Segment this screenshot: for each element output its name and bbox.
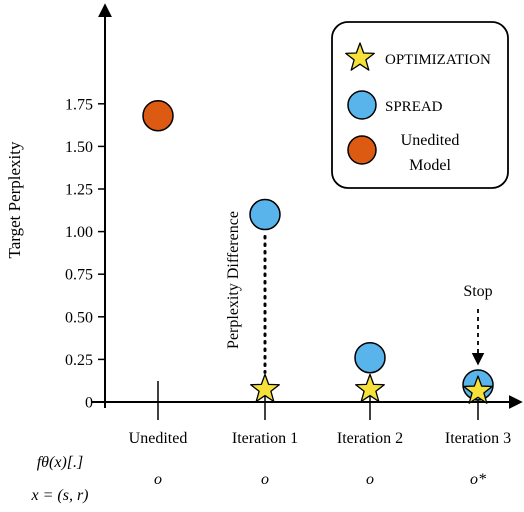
point-unedited-model-0	[142, 99, 174, 132]
y-tick-label-7: 1.75	[65, 96, 93, 113]
output-label-0: o	[154, 471, 162, 488]
y-tick-label-0: 0	[85, 395, 93, 412]
x-tick-label-2: Iteration 2	[337, 430, 403, 447]
legend-label-2-line1: Unedited	[401, 132, 460, 149]
x-tick-label-1: Iteration 1	[232, 430, 298, 447]
x-tick-label-0: Unedited	[129, 430, 188, 447]
y-tick-label-5: 1.25	[65, 182, 93, 199]
legend-marker-2	[347, 135, 377, 165]
point-optimization-1	[250, 373, 280, 403]
legend-label-2-line2: Model	[409, 157, 451, 174]
point-spread-1	[249, 198, 281, 231]
y-tick-label-3: 0.75	[65, 267, 93, 284]
legend-marker-0	[345, 42, 375, 71]
output-label-3: o*	[470, 471, 486, 488]
x-ticks	[157, 381, 479, 420]
y-tick-label-6: 1.50	[65, 139, 93, 156]
input-label: x = (s, r)	[30, 487, 88, 504]
output-labels: o o o o*	[154, 471, 486, 488]
stop-label: Stop	[463, 283, 492, 300]
y-axis-title: Target Perplexity	[5, 141, 24, 258]
perplexity-difference-label: Perplexity Difference	[225, 211, 242, 349]
data-marks	[142, 99, 494, 404]
y-tick-label-4: 1.00	[65, 224, 93, 241]
function-label: fθ(x)[.]	[37, 454, 84, 471]
y-ticks: 0 0.25 0.50 0.75 1.00 1.25 1.50 1.75	[65, 96, 105, 412]
legend-label-0: OPTIMIZATION	[385, 52, 491, 68]
legend-label-1: SPREAD	[385, 99, 443, 115]
y-tick-label-1: 0.25	[65, 352, 93, 369]
x-tick-labels: Unedited Iteration 1 Iteration 2 Iteration …	[129, 430, 511, 447]
legend: OPTIMIZATION SPREAD Unedited Model	[331, 21, 509, 189]
point-spread-2	[354, 341, 386, 374]
point-optimization-2	[355, 373, 385, 403]
y-tick-label-2: 0.50	[65, 309, 93, 326]
legend-marker-1	[347, 90, 377, 120]
output-label-2: o	[366, 471, 374, 488]
point-optimization-3	[463, 375, 493, 404]
x-tick-label-3: Iteration 3	[445, 430, 511, 447]
output-label-1: o	[261, 471, 269, 488]
